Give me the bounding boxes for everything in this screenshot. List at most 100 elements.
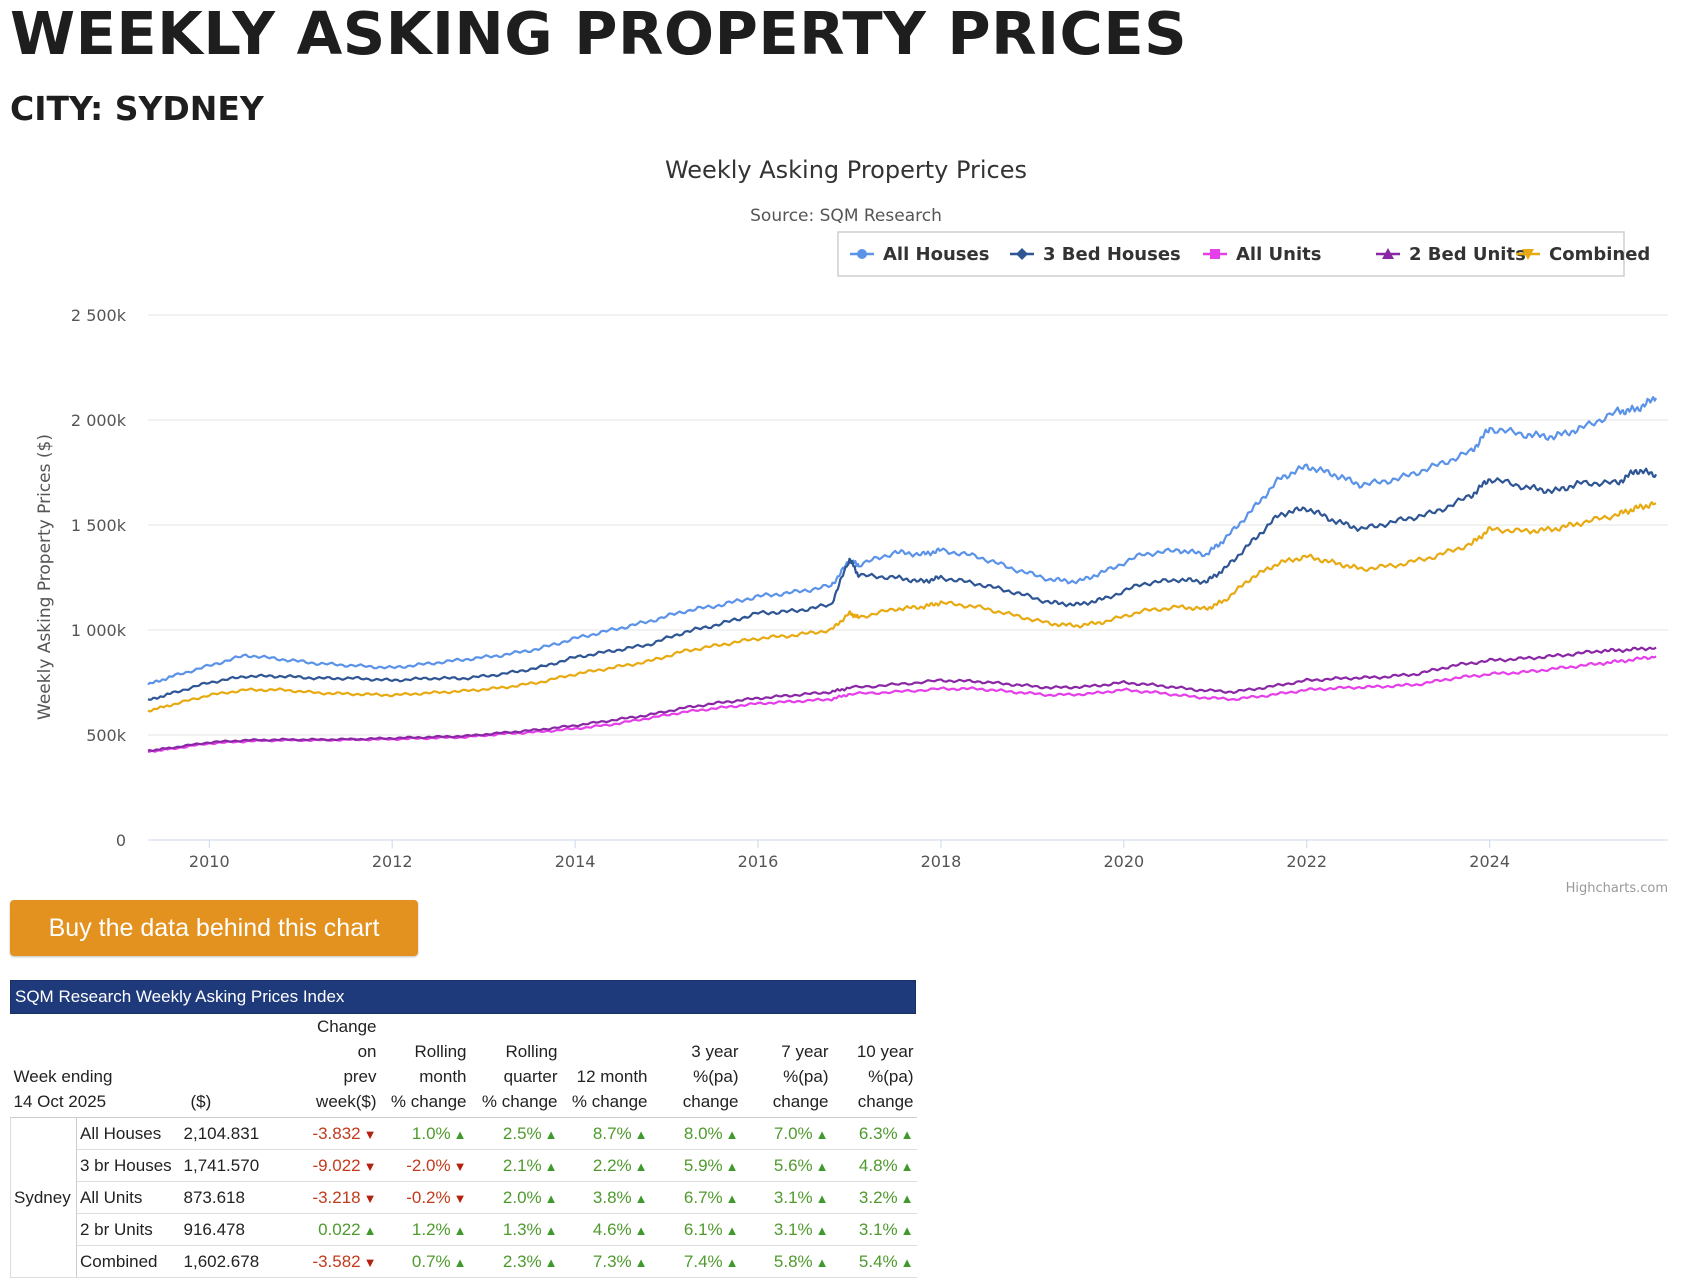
x-tick-label: 2016 — [738, 852, 779, 871]
change-cell: 3.1% ▲ — [741, 1213, 832, 1246]
header-line: Rolling — [505, 1042, 558, 1061]
change-cell: 2.2% ▲ — [560, 1149, 651, 1182]
up-arrow-icon: ▲ — [725, 1222, 739, 1238]
up-arrow-icon: ▲ — [900, 1254, 914, 1270]
legend-marker — [1522, 249, 1534, 260]
twelve-month-header: 12 month % change — [560, 1014, 651, 1118]
chart-title: Weekly Asking Property Prices — [665, 156, 1027, 184]
y-tick-label: 500k — [86, 726, 127, 745]
change-cell: 4.8% ▲ — [831, 1149, 917, 1182]
table-title: SQM Research Weekly Asking Prices Index — [10, 980, 916, 1014]
up-arrow-icon: ▲ — [634, 1126, 648, 1142]
change-value: 6.7% — [683, 1187, 723, 1207]
change-value: 8.7% — [592, 1123, 632, 1143]
table-row: All Units 873.618 -3.218 ▼ -0.2% ▼ 2.0% ▲ 3.8% ▲ 6… — [11, 1181, 917, 1214]
header-line: %(pa) — [868, 1067, 914, 1086]
change-cell: -2.0% ▼ — [379, 1149, 470, 1182]
up-arrow-icon: ▲ — [363, 1222, 377, 1238]
down-arrow-icon: ▼ — [453, 1158, 467, 1174]
header-line: quarter — [503, 1067, 558, 1086]
table-row: Combined 1,602.678 -3.582 ▼ 0.7% ▲ 2.3% ▲ 7.3% ▲ 7… — [11, 1245, 917, 1278]
up-arrow-icon: ▲ — [544, 1254, 558, 1270]
change-cell: 4.6% ▲ — [560, 1213, 651, 1246]
change-value: 1.0% — [411, 1123, 451, 1143]
change-cell: -3.218 ▼ — [296, 1181, 380, 1214]
x-tick-label: 2018 — [921, 852, 962, 871]
header-line: % change — [571, 1092, 648, 1111]
up-arrow-icon: ▲ — [900, 1222, 914, 1238]
series-line-2-bed-units — [147, 646, 1657, 752]
change-cell: 6.3% ▲ — [831, 1117, 917, 1150]
up-arrow-icon: ▲ — [815, 1190, 829, 1206]
down-arrow-icon: ▼ — [363, 1190, 377, 1206]
change-value: 1.3% — [502, 1219, 542, 1239]
seven-year-header: 7 year %(pa) change — [741, 1014, 832, 1118]
change-value: 0.7% — [411, 1251, 451, 1271]
y-tick-label: 0 — [116, 831, 126, 850]
change-value: 5.6% — [773, 1155, 813, 1175]
change-value: 3.1% — [773, 1187, 813, 1207]
property-type-cell: 2 br Units — [76, 1213, 181, 1246]
up-arrow-icon: ▲ — [815, 1254, 829, 1270]
header-line: %(pa) — [783, 1067, 829, 1086]
change-cell: 7.0% ▲ — [741, 1117, 832, 1150]
up-arrow-icon: ▲ — [815, 1158, 829, 1174]
header-line: 10 year — [856, 1042, 914, 1061]
city-title: CITY: SYDNEY — [10, 89, 264, 128]
legend-box — [837, 231, 1625, 277]
up-arrow-icon: ▲ — [453, 1254, 467, 1270]
index-table-grid: Week ending 14 Oct 2025 ($) Change on prev w… — [10, 1014, 917, 1278]
change-cell: 6.7% ▲ — [650, 1181, 742, 1214]
up-arrow-icon: ▲ — [634, 1158, 648, 1174]
x-tick-label: 2014 — [555, 852, 596, 871]
change-value: 5.4% — [858, 1251, 898, 1271]
up-arrow-icon: ▲ — [544, 1222, 558, 1238]
change-cell: 5.9% ▲ — [650, 1149, 742, 1182]
price-cell: 916.478 — [180, 1213, 297, 1246]
up-arrow-icon: ▲ — [453, 1126, 467, 1142]
series-line-combined — [147, 501, 1657, 713]
chart-subtitle: Source: SQM Research — [750, 206, 942, 226]
ten-year-header: 10 year %(pa) change — [831, 1014, 917, 1118]
y-axis-title: Weekly Asking Property Prices ($) — [35, 434, 55, 720]
property-type-cell: All Houses — [76, 1117, 181, 1150]
price-cell: 1,602.678 — [180, 1245, 297, 1278]
change-value: -3.832 — [312, 1123, 361, 1143]
change-value: 5.8% — [773, 1251, 813, 1271]
change-value: 5.9% — [683, 1155, 723, 1175]
change-prev-header: Change on prev week($) — [296, 1014, 380, 1118]
change-value: 8.0% — [683, 1123, 723, 1143]
legend-marker — [1382, 248, 1394, 259]
change-value: 0.022 — [318, 1219, 361, 1239]
buy-data-button[interactable]: Buy the data behind this chart — [10, 900, 418, 956]
header-line: % change — [481, 1092, 558, 1111]
x-tick-label: 2012 — [372, 852, 413, 871]
change-cell: 5.8% ▲ — [741, 1245, 832, 1278]
rolling-month-header: Rolling month % change — [379, 1014, 470, 1118]
table-row: 2 br Units 916.478 0.022 ▲ 1.2% ▲ 1.3% ▲ 4.6% ▲ 6.… — [11, 1213, 917, 1246]
change-value: 6.3% — [858, 1123, 898, 1143]
up-arrow-icon: ▲ — [634, 1222, 648, 1238]
change-cell: -3.832 ▼ — [296, 1117, 380, 1150]
up-arrow-icon: ▲ — [725, 1126, 739, 1142]
change-cell: 2.1% ▲ — [469, 1149, 561, 1182]
change-cell: 1.2% ▲ — [379, 1213, 470, 1246]
change-cell: 1.3% ▲ — [469, 1213, 561, 1246]
change-value: -3.218 — [312, 1187, 361, 1207]
change-cell: 5.4% ▲ — [831, 1245, 917, 1278]
change-value: 3.1% — [773, 1219, 813, 1239]
change-value: -2.0% — [406, 1155, 451, 1175]
change-cell: 3.1% ▲ — [831, 1213, 917, 1246]
up-arrow-icon: ▲ — [900, 1158, 914, 1174]
up-arrow-icon: ▲ — [544, 1190, 558, 1206]
change-cell: 8.0% ▲ — [650, 1117, 742, 1150]
change-value: 7.0% — [773, 1123, 813, 1143]
change-value: 1.2% — [411, 1219, 451, 1239]
change-cell: -9.022 ▼ — [296, 1149, 380, 1182]
change-value: 3.2% — [858, 1187, 898, 1207]
three-year-header: 3 year %(pa) change — [650, 1014, 742, 1118]
up-arrow-icon: ▲ — [725, 1158, 739, 1174]
header-line: % change — [390, 1092, 467, 1111]
header-line: on — [357, 1042, 377, 1061]
header-line: change — [857, 1092, 914, 1111]
